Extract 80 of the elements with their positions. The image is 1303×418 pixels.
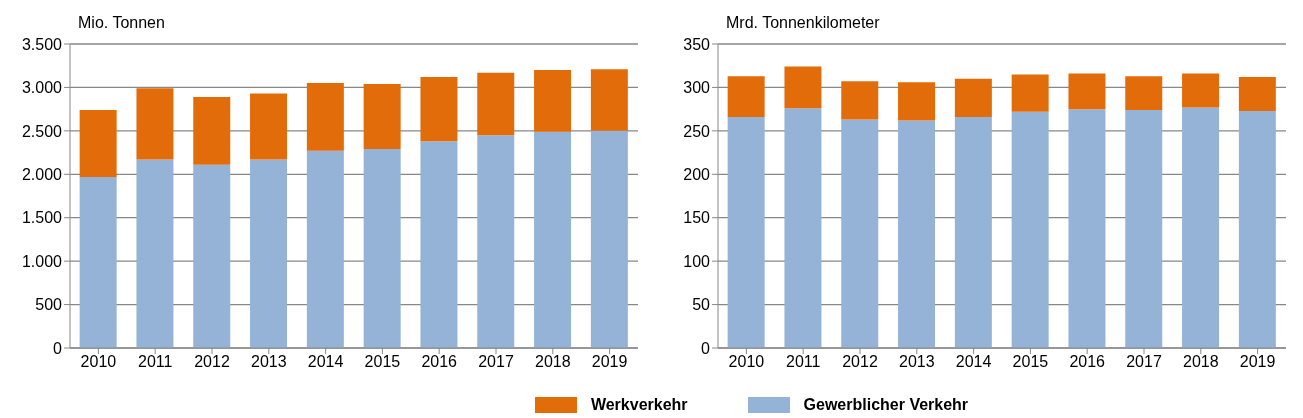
- bar: [250, 159, 288, 348]
- bar: [193, 96, 231, 165]
- y-tick-label: 200: [683, 165, 711, 183]
- bar: [1011, 111, 1049, 348]
- x-tick-label: 2018: [1183, 353, 1219, 371]
- bar: [477, 72, 515, 136]
- y-tick-label: 2.500: [21, 122, 63, 140]
- y-tick-label: 2.000: [21, 165, 63, 183]
- x-tick-label: 2017: [1126, 353, 1162, 371]
- bar: [1182, 107, 1220, 348]
- bar: [79, 110, 117, 177]
- bar: [954, 116, 992, 348]
- y-tick-label: 1.000: [21, 252, 63, 270]
- x-tick-label: 2015: [364, 353, 401, 371]
- x-tick-label: 2019: [1239, 353, 1276, 371]
- legend-label: Werkverkehr: [590, 396, 688, 414]
- y-tick-label: 50: [692, 296, 711, 314]
- y-tick-label: 3.000: [21, 79, 63, 97]
- bar: [306, 150, 344, 348]
- bar: [1068, 73, 1106, 110]
- y-axis-title: Mio. Tonnen: [78, 14, 165, 32]
- y-tick-label: 250: [683, 122, 711, 140]
- bar: [1125, 76, 1163, 111]
- x-tick-label: 2016: [421, 353, 458, 371]
- bar: [1182, 73, 1220, 108]
- bar: [954, 78, 992, 117]
- x-tick-label: 2011: [138, 353, 173, 371]
- x-tick-label: 2017: [478, 353, 514, 371]
- bar: [590, 130, 628, 348]
- x-tick-label: 2012: [194, 353, 230, 371]
- x-tick-label: 2019: [591, 353, 628, 371]
- y-tick-label: 100: [683, 252, 711, 270]
- bar: [784, 108, 822, 348]
- x-tick-label: 2013: [899, 353, 935, 371]
- y-tick-label: 350: [683, 35, 711, 53]
- bar: [784, 66, 822, 109]
- bar: [534, 70, 572, 132]
- legend-label: Gewerblicher Verkehr: [803, 396, 969, 414]
- y-tick-label: 3.500: [21, 35, 63, 53]
- bar: [136, 159, 174, 348]
- y-tick-label: 0: [701, 339, 711, 357]
- bar: [1125, 110, 1163, 348]
- bar: [1011, 74, 1049, 112]
- bar: [841, 119, 879, 348]
- y-tick-label: 500: [35, 296, 63, 314]
- bar: [898, 82, 936, 121]
- x-tick-label: 2013: [251, 353, 287, 371]
- bar: [534, 131, 572, 348]
- bar: [477, 135, 515, 348]
- x-tick-label: 2012: [842, 353, 878, 371]
- y-axis-title: Mrd. Tonnenkilometer: [726, 14, 880, 32]
- y-tick-label: 150: [683, 209, 711, 227]
- x-tick-label: 2010: [80, 353, 117, 371]
- x-tick-label: 2018: [535, 353, 571, 371]
- bar: [420, 77, 458, 142]
- bar: [841, 81, 879, 120]
- y-tick-label: 0: [53, 339, 63, 357]
- x-tick-label: 2014: [955, 353, 992, 371]
- x-tick-label: 2016: [1069, 353, 1106, 371]
- y-tick-label: 1.500: [21, 209, 63, 227]
- bar: [727, 76, 765, 117]
- bar: [590, 69, 628, 131]
- bar: [898, 120, 936, 348]
- bar: [306, 83, 344, 151]
- bar: [136, 88, 174, 160]
- y-tick-label: 300: [683, 79, 711, 97]
- bar: [79, 176, 117, 348]
- bar: [250, 93, 288, 160]
- bar: [193, 164, 231, 348]
- x-tick-label: 2014: [307, 353, 344, 371]
- bar: [1068, 109, 1106, 348]
- x-tick-label: 2010: [728, 353, 765, 371]
- x-tick-label: 2011: [786, 353, 821, 371]
- bar: [1238, 77, 1276, 111]
- bar: [363, 149, 401, 348]
- x-tick-label: 2015: [1012, 353, 1049, 371]
- bar: [1238, 110, 1276, 348]
- bar: [363, 83, 401, 150]
- bar: [420, 141, 458, 348]
- bar: [727, 116, 765, 348]
